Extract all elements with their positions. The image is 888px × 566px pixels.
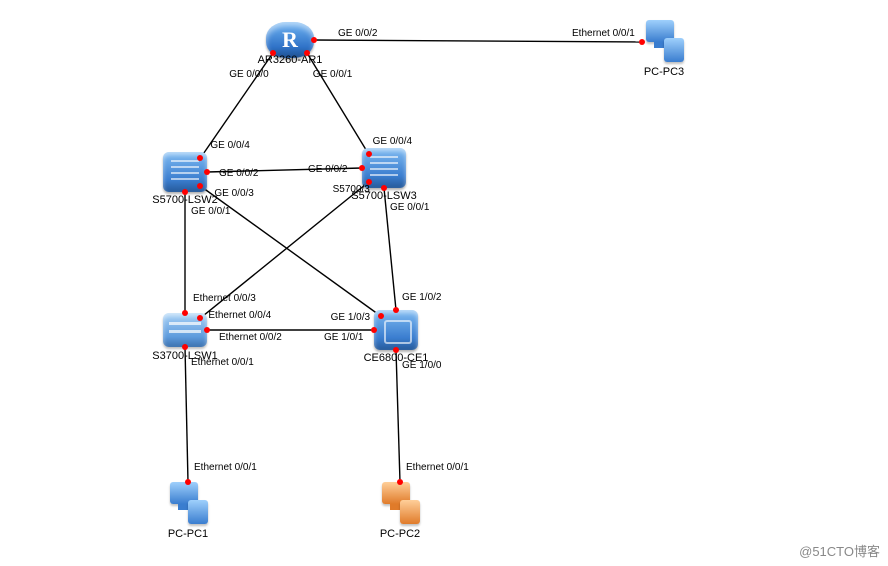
port-label: GE 0/0/4 bbox=[210, 140, 249, 151]
port-label: Ethernet 0/0/1 bbox=[572, 28, 635, 39]
port-label: S5700/3 bbox=[333, 184, 370, 195]
link bbox=[314, 40, 642, 42]
port-dot bbox=[182, 310, 188, 316]
device-label: AR3260-AR1 bbox=[258, 54, 323, 66]
port-dot bbox=[371, 327, 377, 333]
port-label: Ethernet 0/0/4 bbox=[208, 310, 271, 321]
device-label: S5700-LSW2 bbox=[152, 194, 217, 206]
port-dot bbox=[204, 169, 210, 175]
device-label: PC-PC2 bbox=[380, 528, 420, 540]
port-label: Ethernet 0/0/1 bbox=[191, 357, 254, 368]
port-dot bbox=[397, 479, 403, 485]
port-label: GE 1/0/0 bbox=[402, 360, 441, 371]
port-dot bbox=[304, 50, 310, 56]
port-label: Ethernet 0/0/1 bbox=[406, 462, 469, 473]
port-dot bbox=[639, 39, 645, 45]
port-label: GE 1/0/3 bbox=[331, 312, 370, 323]
port-label: GE 0/0/2 bbox=[308, 164, 347, 175]
port-dot bbox=[197, 183, 203, 189]
pc-icon bbox=[378, 482, 422, 526]
port-label: GE 1/0/2 bbox=[402, 292, 441, 303]
device-label: PC-PC1 bbox=[168, 528, 208, 540]
device-pc3[interactable] bbox=[642, 20, 686, 64]
port-dot bbox=[393, 347, 399, 353]
port-label: GE 0/0/3 bbox=[214, 188, 253, 199]
port-dot bbox=[359, 165, 365, 171]
device-label: PC-PC3 bbox=[644, 66, 684, 78]
port-label: GE 1/0/1 bbox=[324, 332, 363, 343]
port-dot bbox=[197, 155, 203, 161]
port-dot bbox=[185, 479, 191, 485]
port-label: Ethernet 0/0/2 bbox=[219, 332, 282, 343]
port-label: Ethernet 0/0/1 bbox=[194, 462, 257, 473]
port-dot bbox=[378, 313, 384, 319]
port-label: GE 0/0/1 bbox=[390, 202, 429, 213]
port-label: Ethernet 0/0/3 bbox=[193, 293, 256, 304]
port-dot bbox=[204, 327, 210, 333]
port-dot bbox=[182, 344, 188, 350]
port-label: GE 0/0/2 bbox=[219, 168, 258, 179]
device-pc1[interactable] bbox=[166, 482, 210, 526]
port-dot bbox=[270, 50, 276, 56]
port-dot bbox=[381, 185, 387, 191]
pc-icon bbox=[166, 482, 210, 526]
port-label: GE 0/0/1 bbox=[313, 69, 352, 80]
link bbox=[396, 350, 400, 482]
link bbox=[185, 347, 188, 482]
port-label: GE 0/0/2 bbox=[338, 28, 377, 39]
port-dot bbox=[197, 315, 203, 321]
port-dot bbox=[393, 307, 399, 313]
device-pc2[interactable] bbox=[378, 482, 422, 526]
port-label: GE 0/0/0 bbox=[229, 69, 268, 80]
port-label: GE 0/0/4 bbox=[373, 136, 412, 147]
watermark-text: @51CTO博客 bbox=[799, 541, 880, 560]
pc-icon bbox=[642, 20, 686, 64]
port-dot bbox=[311, 37, 317, 43]
port-dot bbox=[182, 189, 188, 195]
port-label: GE 0/0/1 bbox=[191, 206, 230, 217]
port-dot bbox=[366, 151, 372, 157]
topology-links bbox=[0, 0, 888, 566]
